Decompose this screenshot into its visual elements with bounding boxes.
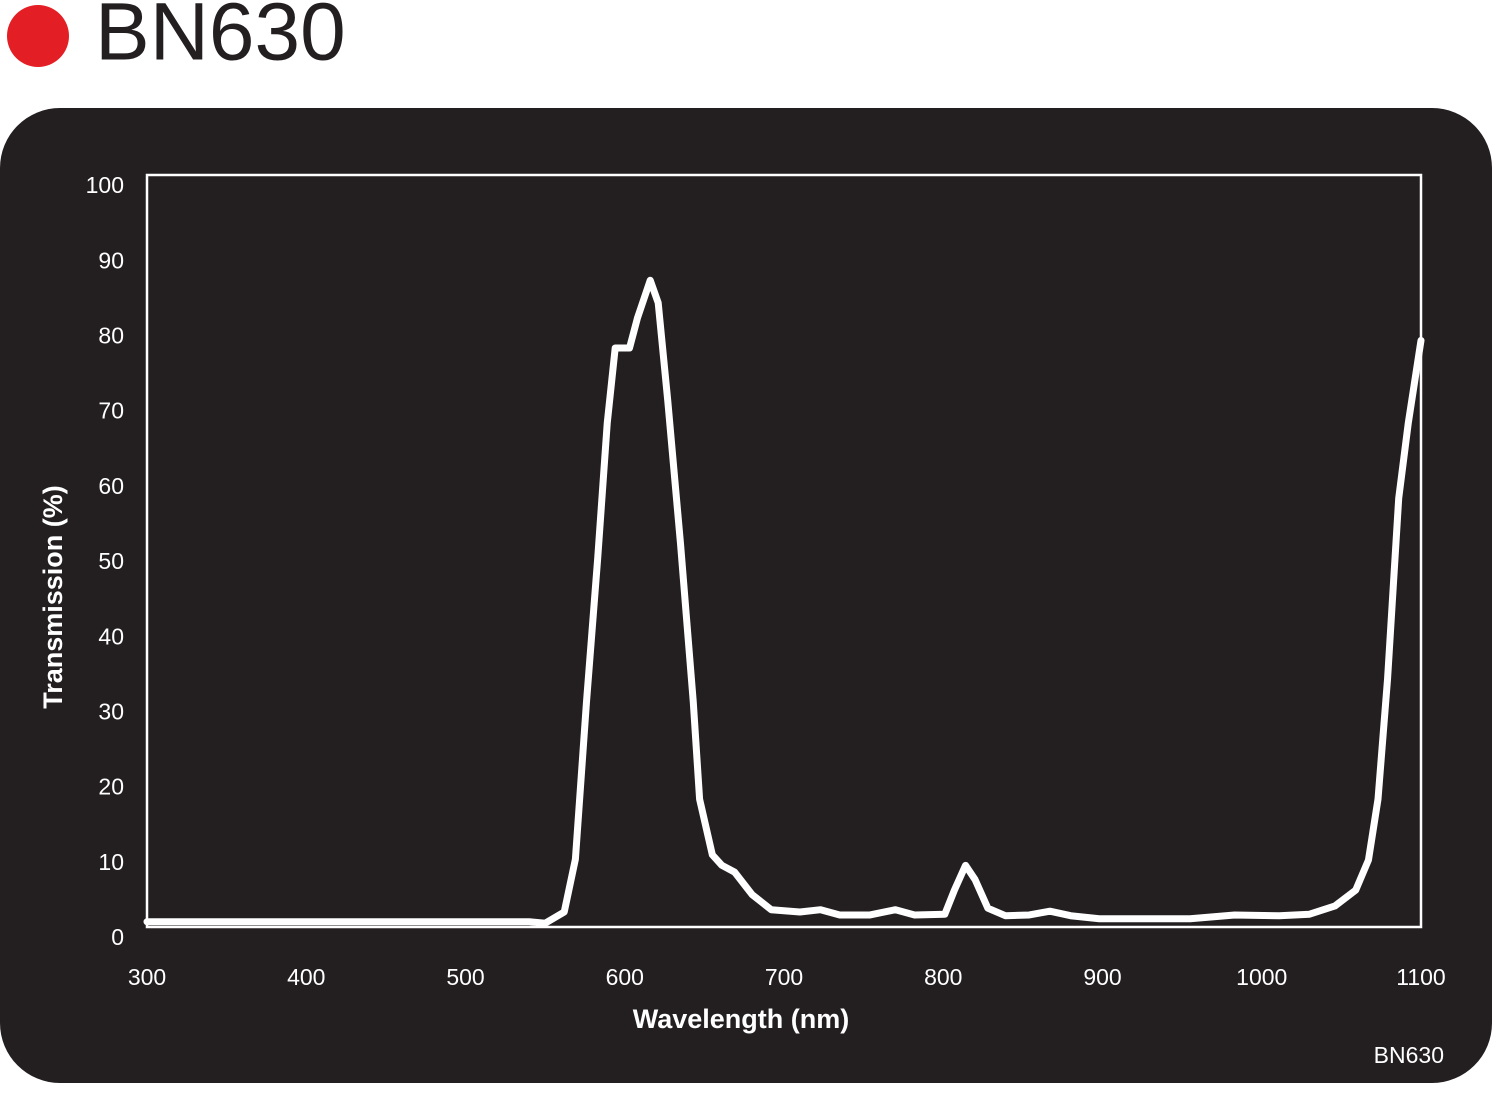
y-tick-label: 60 [98,473,124,499]
y-tick-label: 90 [98,247,124,273]
y-tick-label: 40 [98,623,124,649]
x-tick-label: 900 [1083,964,1121,990]
y-tick-label: 70 [98,398,124,424]
chart-title: BN630 [95,0,346,78]
chart-background [0,108,1492,1083]
data-line [143,276,1425,927]
footnote: BN630 [1374,1042,1444,1068]
x-tick-label: 300 [128,964,166,990]
x-tick-label: 700 [765,964,803,990]
y-tick-label: 100 [86,172,124,198]
x-tick-label: 800 [924,964,962,990]
y-tick-label: 80 [98,322,124,348]
x-tick-label: 1000 [1236,964,1287,990]
y-axis-label: Transmission (%) [38,485,68,709]
x-axis-label: Wavelength (nm) [633,1004,850,1034]
y-tick-label: 50 [98,548,124,574]
x-tick-label: 600 [606,964,644,990]
y-tick-label: 0 [111,924,124,950]
title-marker [7,5,69,67]
x-tick-label: 500 [446,964,484,990]
x-tick-label: 400 [287,964,325,990]
plot-frame [145,173,1423,929]
y-tick-label: 10 [98,849,124,875]
y-tick-label: 30 [98,698,124,724]
x-tick-label: 1100 [1396,964,1445,990]
y-tick-label: 20 [98,774,124,800]
